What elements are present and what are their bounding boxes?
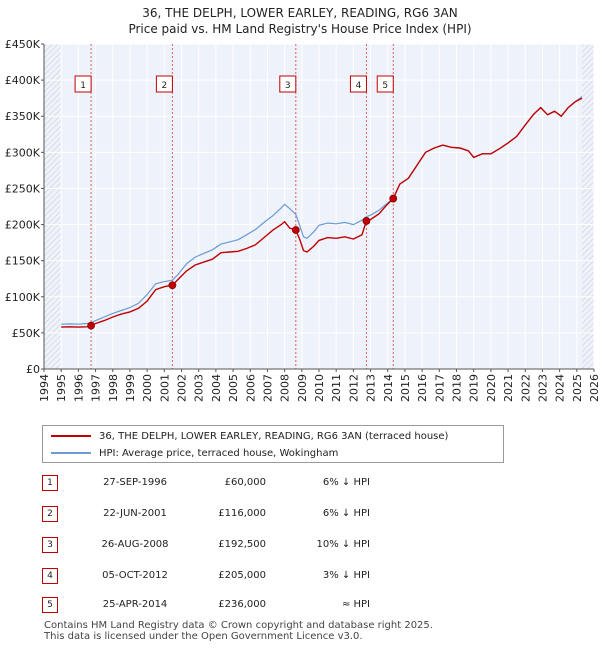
x-tick-label: 2008	[279, 374, 292, 402]
row-date: 27-SEP-1996	[103, 477, 167, 488]
legend-swatch-hpi	[51, 452, 91, 454]
x-tick-label: 2000	[141, 374, 154, 402]
y-tick-label: £450K	[5, 38, 41, 51]
y-tick-label: £300K	[5, 146, 41, 159]
row-marker: 5	[42, 597, 58, 613]
x-tick-label: 2009	[296, 374, 309, 402]
x-tick-label: 1998	[107, 374, 120, 402]
sale-label-4: 4	[356, 81, 362, 91]
row-date: 25-APR-2014	[102, 599, 168, 610]
sale-label-5: 5	[382, 81, 388, 91]
row-price: £60,000	[224, 477, 266, 488]
row-hpi: 3% ↓ HPI	[322, 570, 370, 581]
property-price-line	[61, 97, 583, 328]
row-marker: 4	[42, 568, 58, 584]
x-tick-label: 2007	[261, 374, 274, 402]
sale-label-3: 3	[285, 81, 291, 91]
legend: 36, THE DELPH, LOWER EARLEY, READING, RG…	[42, 425, 504, 463]
footer-license: This data is licensed under the Open Gov…	[44, 631, 363, 642]
x-tick-label: 2022	[519, 374, 532, 402]
x-tick-label: 2002	[176, 374, 189, 402]
legend-item-property: 36, THE DELPH, LOWER EARLEY, READING, RG…	[51, 428, 448, 444]
y-tick-label: £250K	[5, 182, 41, 195]
x-tick-label: 2001	[158, 374, 171, 402]
row-date: 22-JUN-2001	[103, 508, 167, 519]
row-price: £236,000	[218, 599, 266, 610]
table-row: 4 05-OCT-2012 £205,000 3% ↓ HPI	[42, 566, 442, 586]
y-tick-label: £50K	[12, 327, 41, 340]
sale-label-1: 1	[80, 81, 86, 91]
x-tick-label: 2004	[210, 374, 223, 402]
x-tick-label: 2015	[399, 374, 412, 402]
y-tick-label: £0	[26, 363, 40, 376]
x-tick-label: 2013	[365, 374, 378, 402]
x-tick-label: 2018	[451, 374, 464, 402]
row-price: £116,000	[218, 508, 266, 519]
table-row: 3 26-AUG-2008 £192,500 10% ↓ HPI	[42, 535, 442, 555]
x-tick-label: 2019	[468, 374, 481, 402]
row-price: £192,500	[218, 539, 266, 550]
row-hpi: 10% ↓ HPI	[316, 539, 370, 550]
x-tick-label: 2016	[416, 374, 429, 402]
y-tick-label: £350K	[5, 110, 41, 123]
y-tick-label: £150K	[5, 255, 41, 268]
row-marker: 3	[42, 537, 58, 553]
y-tick-label: £400K	[5, 74, 41, 87]
x-tick-label: 2024	[554, 374, 567, 402]
x-tick-label: 1995	[55, 374, 68, 402]
x-tick-label: 2012	[347, 374, 360, 402]
footer: Contains HM Land Registry data © Crown c…	[44, 620, 433, 642]
x-tick-label: 2017	[433, 374, 446, 402]
legend-item-hpi: HPI: Average price, terraced house, Woki…	[51, 445, 338, 461]
x-tick-label: 2011	[330, 374, 343, 402]
row-hpi: 6% ↓ HPI	[322, 477, 370, 488]
table-row: 1 27-SEP-1996 £60,000 6% ↓ HPI	[42, 473, 442, 493]
x-tick-label: 2023	[536, 374, 549, 402]
row-marker: 1	[42, 475, 58, 491]
sale-label-box-5	[376, 75, 394, 93]
row-hpi: ≈ HPI	[341, 599, 370, 610]
sale-point-3	[291, 226, 300, 234]
row-date: 26-AUG-2008	[101, 539, 169, 550]
x-tick-label: 2020	[485, 374, 498, 402]
hatched-region-end	[581, 44, 594, 369]
sale-label-box-1	[74, 75, 92, 93]
sale-label-box-2	[155, 75, 173, 93]
x-tick-label: 2026	[588, 374, 600, 402]
x-tick-label: 2025	[571, 374, 584, 402]
x-tick-label: 2003	[193, 374, 206, 402]
table-row: 5 25-APR-2014 £236,000 ≈ HPI	[42, 595, 442, 615]
hatched-region-start	[44, 44, 62, 369]
y-tick-label: £100K	[5, 291, 41, 304]
x-tick-label: 1996	[72, 374, 85, 402]
sale-label-box-3	[279, 75, 297, 93]
price-chart: 1 2 3 4 5 £0 £50K £100K £150K £200K £250K £300K £350…	[5, 38, 600, 402]
sale-point-4	[362, 217, 371, 225]
x-tick-label: 1994	[38, 374, 51, 402]
x-tick-label: 2021	[502, 374, 515, 402]
row-hpi: 6% ↓ HPI	[322, 508, 370, 519]
chart-title: 36, THE DELPH, LOWER EARLEY, READING, RG…	[142, 6, 458, 20]
x-tick-label: 1997	[90, 374, 103, 402]
sale-label-box-4	[349, 75, 367, 93]
row-price: £205,000	[218, 570, 266, 581]
y-tick-label: £200K	[5, 219, 41, 232]
x-tick-label: 2005	[227, 374, 240, 402]
x-tick-label: 1999	[124, 374, 137, 402]
sale-label-2: 2	[162, 81, 168, 91]
row-marker: 2	[42, 506, 58, 522]
sale-point-5	[389, 194, 398, 203]
legend-label-hpi: HPI: Average price, terraced house, Woki…	[99, 447, 339, 459]
x-tick-label: 2010	[313, 374, 326, 402]
chart-subtitle: Price paid vs. HM Land Registry's House …	[128, 22, 472, 36]
table-row: 2 22-JUN-2001 £116,000 6% ↓ HPI	[42, 504, 442, 524]
x-tick-label: 2014	[382, 374, 395, 402]
sale-point-1	[87, 321, 95, 330]
row-date: 05-OCT-2012	[102, 570, 168, 581]
legend-swatch-property	[51, 435, 91, 437]
sale-point-2	[168, 281, 177, 290]
legend-label-property: 36, THE DELPH, LOWER EARLEY, READING, RG…	[99, 430, 449, 442]
x-tick-label: 2006	[244, 374, 257, 402]
footer-copyright: Contains HM Land Registry data © Crown c…	[44, 620, 433, 631]
